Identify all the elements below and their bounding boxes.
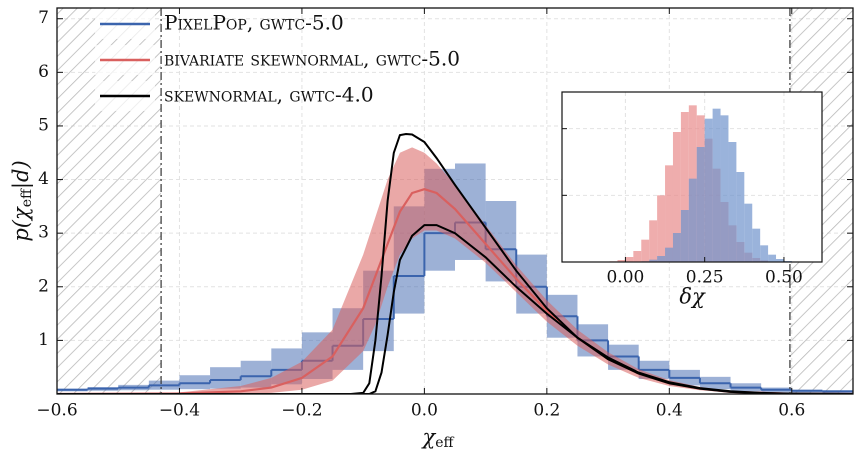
x-tick-label: −0.2 bbox=[281, 401, 322, 421]
x-tick-label: 0.2 bbox=[533, 401, 560, 421]
plot-frame bbox=[56, 7, 854, 395]
inset-bar bbox=[752, 228, 761, 262]
inset-bar bbox=[641, 239, 650, 262]
inset-bar bbox=[657, 256, 666, 262]
y-tick-label: 1 bbox=[38, 330, 49, 350]
inset-bar bbox=[736, 172, 745, 262]
band-bin bbox=[210, 367, 241, 389]
legend-label: bivariate skewnormal, gwtc-5.0 bbox=[164, 47, 460, 71]
legend-label: PixelPop, gwtc-5.0 bbox=[164, 11, 344, 35]
axes: −0.6 −0.4 −0.2 0.0 0.2 0.4 0.6 1 2 3 4 5 6 7 0.00 0.25 0… bbox=[36, 7, 854, 421]
inset-bar bbox=[696, 147, 705, 262]
inset-bar bbox=[776, 259, 784, 262]
inset-bar bbox=[760, 245, 769, 262]
inset-bar bbox=[625, 257, 634, 262]
inset-bar bbox=[633, 251, 642, 262]
inset-bar bbox=[704, 118, 713, 262]
y-label-part: |d) bbox=[9, 160, 34, 189]
inset-bar bbox=[728, 142, 737, 262]
credible-band bbox=[57, 147, 853, 394]
inset-bar bbox=[665, 247, 673, 262]
inset-bar bbox=[712, 108, 721, 262]
inset-bar bbox=[617, 260, 626, 262]
y-tick-label: 6 bbox=[38, 62, 49, 82]
inset-bar bbox=[688, 178, 697, 262]
y-tick-label: 7 bbox=[38, 8, 49, 28]
legend-label: skewnormal, gwtc-4.0 bbox=[164, 83, 374, 107]
inset-bar bbox=[768, 254, 777, 262]
inset-bar bbox=[672, 233, 681, 262]
x-tick-label: 0.6 bbox=[778, 401, 805, 421]
inset-frame bbox=[561, 91, 823, 263]
inset-x-tick-label: 0.50 bbox=[765, 268, 803, 288]
inset-bar bbox=[657, 195, 666, 262]
inset-x-label: δχ bbox=[679, 285, 706, 309]
x-tick-label: −0.6 bbox=[36, 401, 77, 421]
y-label-part: p(χ bbox=[9, 206, 33, 242]
x-tick-label: 0.0 bbox=[411, 401, 438, 421]
y-label-subscript: eff bbox=[19, 188, 35, 207]
x-label-subscript: eff bbox=[435, 435, 454, 451]
x-axis-label: χeff bbox=[421, 425, 455, 452]
y-tick-label: 4 bbox=[38, 169, 49, 189]
inset-bar bbox=[649, 259, 658, 262]
x-label-symbol: χ bbox=[421, 425, 437, 449]
legend: PixelPop, gwtc-5.0 bivariate skewnormal, … bbox=[95, 9, 460, 111]
inset-area bbox=[562, 92, 822, 262]
inset-x-tick-label: 0.25 bbox=[686, 268, 724, 288]
inset-bar bbox=[649, 220, 658, 262]
inset-bar bbox=[672, 132, 681, 262]
band-bin bbox=[179, 375, 211, 390]
y-tick-label: 3 bbox=[38, 223, 49, 243]
inset-x-tick-label: 0.00 bbox=[606, 268, 644, 288]
inset-bar bbox=[665, 165, 673, 262]
y-tick-label: 2 bbox=[38, 276, 49, 296]
y-tick-label: 5 bbox=[38, 115, 49, 135]
x-tick-label: 0.4 bbox=[656, 401, 683, 421]
y-axis-label: p(χeff|d) bbox=[9, 160, 36, 241]
inset-bar bbox=[680, 112, 689, 262]
inset-bar bbox=[680, 210, 689, 262]
lower-bound-line bbox=[57, 224, 853, 394]
inset-bar bbox=[720, 115, 729, 262]
inset-bar bbox=[744, 203, 753, 262]
x-tick-label: −0.4 bbox=[159, 401, 200, 421]
